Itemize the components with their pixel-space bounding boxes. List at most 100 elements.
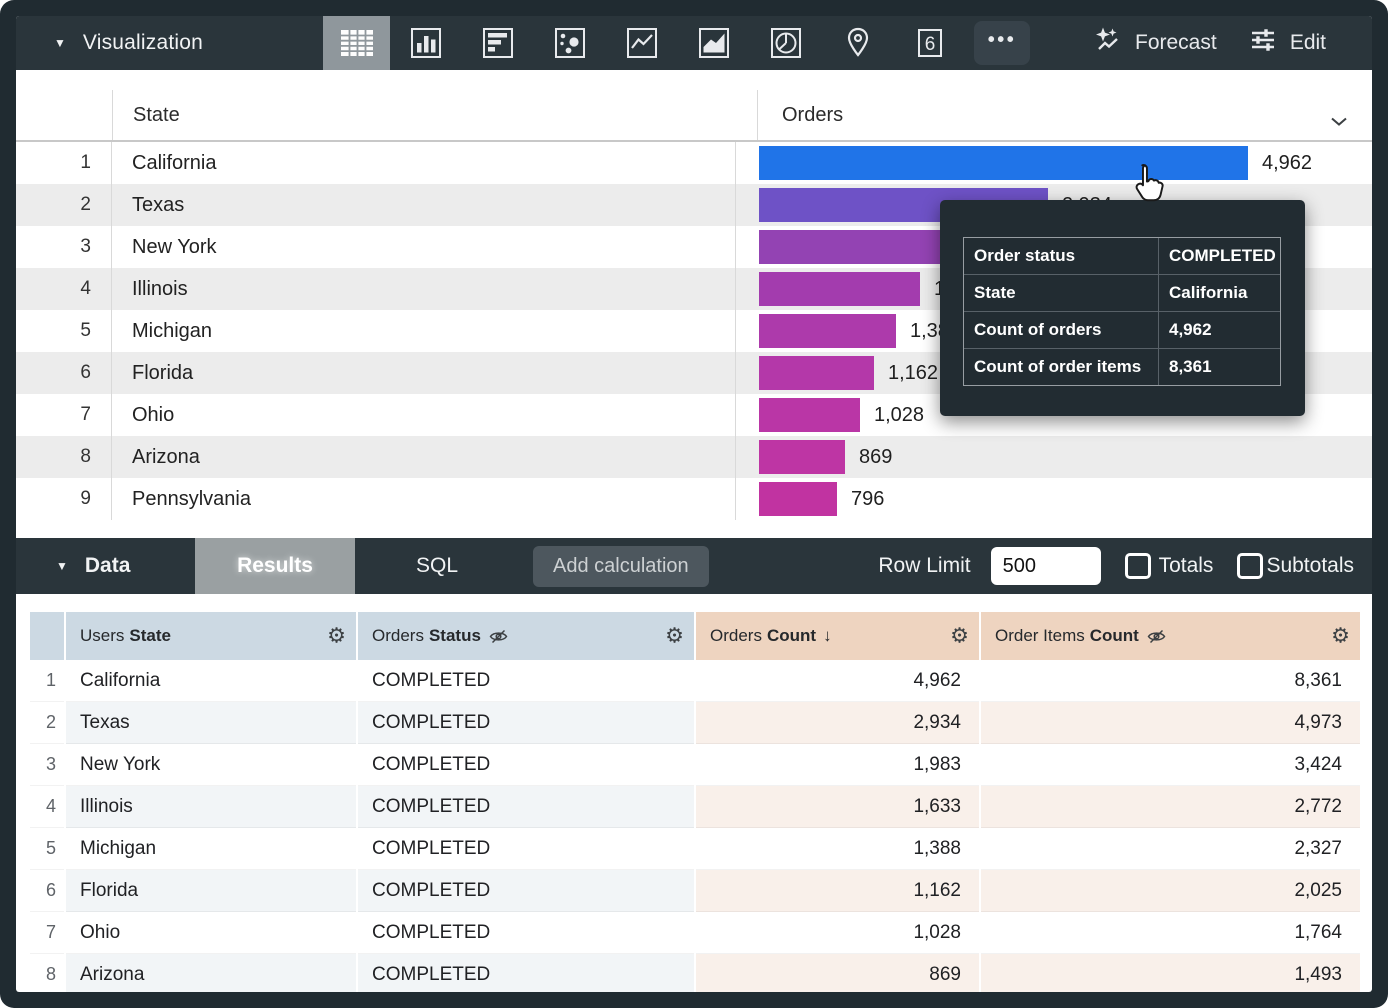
orders-bar-value: 796 [851,487,885,510]
more-icon-button[interactable]: ••• [966,16,1038,70]
data-header-rownum [30,612,64,660]
totals-label: Totals [1158,554,1214,577]
viz-table-header: State Orders [16,90,1372,142]
content-area: ▼ Visualization 6 ••• Forecast Edit St [16,16,1372,992]
orders-bar[interactable] [759,272,920,306]
viz-orders-header[interactable]: Orders [758,90,1372,140]
row-number-cell: 5 [30,828,64,870]
state-cell: California [66,660,356,702]
orders-bar-value: 4,962 [1262,151,1313,174]
row-limit-input[interactable] [990,547,1101,585]
tooltip-value: 8,361 [1158,349,1280,385]
status-cell: COMPLETED [358,828,694,870]
visualization-collapse-toggle[interactable]: ▼ Visualization [16,16,323,70]
viz-state-cell: New York [112,226,736,268]
orders-bar[interactable] [759,314,896,348]
pie-chart-icon-button[interactable] [750,16,822,70]
single-value-icon-button[interactable]: 6 [894,16,966,70]
tab-results[interactable]: Results [195,538,355,594]
totals-checkbox[interactable] [1124,553,1151,579]
tooltip-label: Count of orders [974,320,1102,339]
scatter-icon-button[interactable] [534,16,606,70]
status-cell: COMPLETED [358,912,694,954]
viz-state-header[interactable]: State [113,90,758,140]
data-table-row: 3 New York COMPLETED 1,983 3,424 [30,744,1360,786]
viz-table-row: 8 Arizona 869 [16,436,1372,478]
orders-count-cell: 1,028 [696,912,979,954]
viz-orders-cell: 796 [736,478,1372,520]
data-table-header: Users State ⚙︎ Orders Status ⚙︎ Orders Count ↓ ⚙︎… [30,612,1360,660]
data-collapse-toggle[interactable]: ▼ Data [16,538,195,594]
tab-sql[interactable]: SQL [415,554,459,577]
visualization-title: Visualization [82,31,204,54]
tooltip-label: Count of order items [974,357,1142,376]
order-items-count-cell: 3,424 [981,744,1360,786]
forecast-button[interactable]: Forecast [1094,16,1217,70]
orders-count-cell: 1,633 [696,786,979,828]
table-icon-button[interactable] [323,16,390,70]
viz-table-row: 1 California 4,962 [16,142,1372,184]
gear-icon[interactable]: ⚙︎ [1331,623,1350,648]
subtotals-toggle[interactable]: Subtotals [1237,553,1354,579]
row-number-cell: 4 [30,786,64,828]
orders-bar[interactable] [759,440,845,474]
bar-chart-icon-button[interactable] [462,16,534,70]
area-chart-icon-button[interactable] [678,16,750,70]
add-calculation-button[interactable]: Add calculation [533,545,709,587]
more-options-icon: ••• [974,21,1030,65]
tooltip-value: COMPLETED [1158,238,1280,274]
orders-count-cell: 2,934 [696,702,979,744]
orders-bar-value: 1,028 [874,403,925,426]
line-chart-icon-button[interactable] [606,16,678,70]
sort-desc-icon[interactable]: ↓ [823,626,832,645]
edit-label: Edit [1289,31,1326,54]
orders-bar[interactable] [759,230,954,264]
data-title: Data [84,554,131,577]
viz-state-cell: Pennsylvania [112,478,736,520]
viz-state-cell: Texas [112,184,736,226]
tooltip-value: California [1158,275,1280,311]
orders-bar[interactable] [759,356,874,390]
order-items-count-cell: 2,025 [981,870,1360,912]
orders-bar[interactable] [759,482,837,516]
orders-bar[interactable] [759,146,1248,180]
chart-tooltip: Order status COMPLETED State California Coun… [940,200,1305,416]
data-header-users-state[interactable]: Users State ⚙︎ [66,612,356,660]
chevron-down-icon[interactable] [1330,110,1348,133]
gear-icon[interactable]: ⚙︎ [327,623,346,648]
viz-orders-cell: 1,162 [736,352,1372,394]
totals-toggle[interactable]: Totals [1124,553,1214,579]
row-number-cell: 8 [30,954,64,992]
viz-type-icons: 6 ••• [323,16,1038,70]
map-icon-button[interactable] [822,16,894,70]
status-cell: COMPLETED [358,744,694,786]
data-header-orders-count[interactable]: Orders Count ↓ ⚙︎ [696,612,979,660]
viz-rownum-header [16,90,113,140]
viz-orders-cell: 869 [736,436,1372,478]
data-toolbar-right: Row Limit Totals Subtotals [878,538,1372,594]
orders-count-cell: 1,983 [696,744,979,786]
data-header-order-items-count[interactable]: Order Items Count ⚙︎ [981,612,1360,660]
viz-row-number: 1 [16,142,112,184]
orders-bar[interactable] [759,398,860,432]
state-cell: Florida [66,870,356,912]
gear-icon[interactable]: ⚙︎ [950,623,969,648]
data-table-row: 7 Ohio COMPLETED 1,028 1,764 [30,912,1360,954]
viz-orders-cell: 1,028 [736,394,1372,436]
data-table-row: 6 Florida COMPLETED 1,162 2,025 [30,870,1360,912]
orders-bar-value: 869 [859,445,893,468]
subtotals-checkbox[interactable] [1237,553,1264,579]
data-table-rows: 1 California COMPLETED 4,962 8,361 2 Texas COMP… [30,660,1360,992]
tooltip-row: Order status COMPLETED [964,238,1280,275]
gear-icon[interactable]: ⚙︎ [665,623,684,648]
viz-state-cell: Illinois [112,268,736,310]
viz-state-cell: Florida [112,352,736,394]
column-chart-icon-button[interactable] [390,16,462,70]
subtotals-label: Subtotals [1266,554,1354,577]
edit-button[interactable]: Edit [1249,16,1326,70]
viz-orders-cell: 1,388 [736,310,1372,352]
state-cell: Arizona [66,954,356,992]
viz-table-row: 7 Ohio 1,028 [16,394,1372,436]
data-header-orders-status[interactable]: Orders Status ⚙︎ [358,612,694,660]
